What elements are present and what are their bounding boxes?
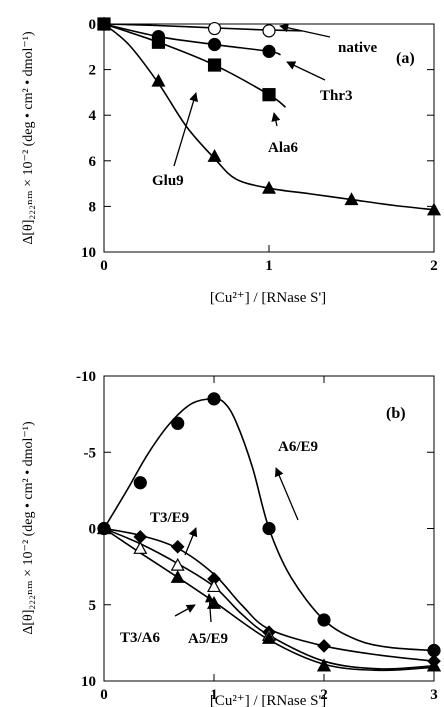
data-points-a xyxy=(96,16,442,216)
point-glu9 xyxy=(344,192,359,206)
y-tick-label: -5 xyxy=(84,445,97,461)
point-a6-e9 xyxy=(133,476,147,490)
arrow-ala6 xyxy=(271,112,281,127)
point-a6-e9 xyxy=(317,613,331,627)
x-tick-label: 0 xyxy=(100,687,108,703)
series-label-native: native xyxy=(338,40,378,56)
series-label-a6e9: A6/E9 xyxy=(278,439,318,455)
y-tick-label: 2 xyxy=(89,63,97,79)
point-glu9 xyxy=(426,202,442,216)
point-t3-a6 xyxy=(96,521,112,535)
arrow-a5e9 xyxy=(205,593,215,623)
series-label-a5e9: A5/E9 xyxy=(188,631,228,647)
y-tick-label: 8 xyxy=(89,199,97,215)
point-thr3 xyxy=(207,37,222,52)
curve-a6-e9 xyxy=(103,398,435,652)
y-tick-label: 0 xyxy=(89,522,97,538)
point-glu9 xyxy=(151,73,166,87)
x-axis-title-a: [Cu²⁺] / [RNase S'] xyxy=(210,290,326,306)
panel-label-a: (a) xyxy=(396,50,415,67)
point-t3-e9 xyxy=(170,539,185,554)
curve-t3-e9 xyxy=(103,527,435,662)
point-ala6 xyxy=(207,58,222,72)
data-points-b xyxy=(96,392,442,672)
point-t3-a6 xyxy=(261,631,277,644)
plot-frame-a xyxy=(103,23,435,253)
y-tick-label: 5 xyxy=(89,598,97,614)
point-t3-a6 xyxy=(316,658,332,672)
series-label-thr3: Thr3 xyxy=(320,88,353,104)
arrow-t3e9 xyxy=(184,527,198,556)
panel-a: 0 1 2 0 2 4 6 8 10 native Thr3 Ala6 Glu9 (a) [Cu… xyxy=(21,16,442,306)
annotation-arrows-a xyxy=(173,23,331,167)
point-ala6 xyxy=(151,35,166,49)
x-axis-title-b: [Cu²⁺] / [RNase S'] xyxy=(210,693,326,707)
x-tick-label: 3 xyxy=(430,687,438,703)
arrow-glu9 xyxy=(173,92,198,167)
curve-thr3 xyxy=(103,23,281,56)
point-t3-e9 xyxy=(317,639,331,653)
x-tick-label: 1 xyxy=(210,687,218,703)
series-label-t3e9: T3/E9 xyxy=(150,510,189,526)
y-tick-label: 10 xyxy=(81,674,96,690)
point-glu9 xyxy=(207,148,222,162)
tick-marks-a: 0 1 2 0 2 4 6 8 10 xyxy=(81,17,438,274)
curve-ala6 xyxy=(103,23,287,108)
y-tick-label: 0 xyxy=(89,17,97,33)
point-glu9 xyxy=(96,16,112,30)
point-glu9 xyxy=(261,180,277,194)
x-tick-label: 0 xyxy=(100,258,108,274)
fit-curves-b xyxy=(103,398,435,672)
point-a6-e9 xyxy=(262,521,276,536)
y-tick-label: 4 xyxy=(89,108,97,124)
panel-label-b: (b) xyxy=(386,405,406,422)
y-tick-label: 6 xyxy=(89,154,97,170)
arrow-a6e9 xyxy=(275,467,299,521)
annotation-arrows-b xyxy=(174,467,299,623)
point-a5-e9 xyxy=(133,541,148,554)
point-a6-e9 xyxy=(171,416,185,430)
curve-a5-e9 xyxy=(103,527,435,670)
x-tick-label: 1 xyxy=(265,258,273,274)
point-a5-e9 xyxy=(206,579,222,593)
tick-marks-b: 0 1 2 3 -10 -5 0 5 10 xyxy=(76,369,438,703)
arrow-native xyxy=(279,23,331,38)
point-a6-e9 xyxy=(207,392,221,406)
point-t3-a6 xyxy=(170,570,185,583)
point-t3-a6 xyxy=(426,658,442,672)
point-native xyxy=(262,24,276,38)
series-label-ala6: Ala6 xyxy=(268,140,299,156)
point-t3-a6 xyxy=(206,595,222,609)
y-tick-label: -10 xyxy=(76,369,96,385)
y-tick-label: 10 xyxy=(81,245,96,261)
arrow-t3a6 xyxy=(174,604,196,617)
x-tick-label: 2 xyxy=(430,258,438,274)
series-label-glu9: Glu9 xyxy=(152,173,184,189)
point-thr3 xyxy=(262,44,276,58)
point-ala6 xyxy=(262,88,276,102)
curve-t3-a6 xyxy=(103,527,435,672)
panel-b: 0 1 2 3 -10 -5 0 5 10 A6/E9 T3/E9 A5/E9 T3/A6 (b… xyxy=(21,369,442,707)
series-label-t3a6: T3/A6 xyxy=(120,630,161,646)
arrow-thr3 xyxy=(286,61,326,81)
x-tick-label: 2 xyxy=(320,687,328,703)
curve-glu9 xyxy=(103,23,435,211)
y-axis-title-b: Δ[θ]₂₂₂ₙₘ × 10⁻² (deg • cm² • dmol⁻¹) xyxy=(21,421,36,635)
y-axis-title-a: Δ[θ]₂₂₂ₙₘ × 10⁻² (deg • cm² • dmol⁻¹) xyxy=(21,31,36,245)
point-native xyxy=(207,21,222,36)
